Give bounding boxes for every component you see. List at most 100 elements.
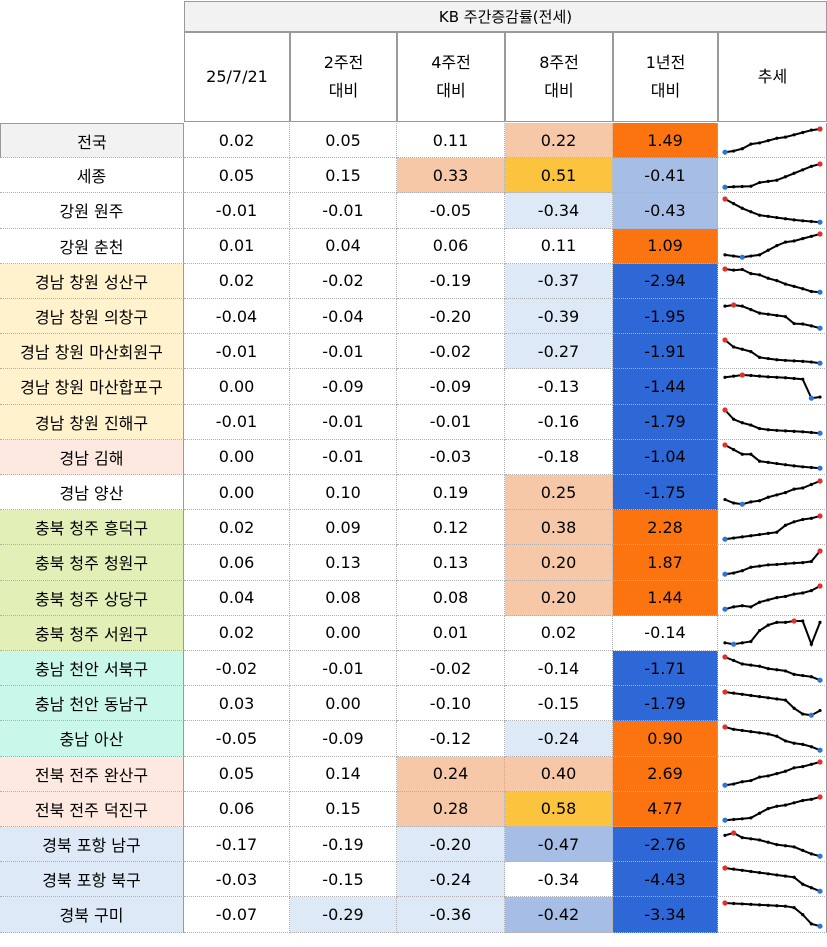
column-header: 25/7/21 <box>184 32 290 122</box>
trend-sparkline <box>721 407 823 436</box>
value-cell: 0.06 <box>184 791 290 827</box>
sparkline-point <box>783 135 787 139</box>
sparkline-point <box>800 742 804 746</box>
sparkline-point <box>748 272 753 276</box>
row-label: 전북 전주 덕진구 <box>0 791 184 827</box>
sparkline-point <box>791 218 796 222</box>
row-label: 강원 춘천 <box>0 228 184 264</box>
sparkline-min-point <box>816 289 823 296</box>
trend-sparkline-cell <box>718 439 827 475</box>
sparkline-point <box>740 728 744 732</box>
trend-sparkline <box>721 161 823 190</box>
sparkline-point <box>766 248 770 252</box>
sparkline-point <box>791 801 796 805</box>
value-cell: 0.51 <box>505 158 613 194</box>
sparkline-point <box>800 560 804 565</box>
sparkline-point <box>757 775 761 779</box>
trend-sparkline-cell <box>718 404 827 440</box>
value-cell: 0.05 <box>184 158 290 194</box>
row-label: 경남 창원 마산회원구 <box>0 334 184 370</box>
sparkline-point <box>809 323 813 327</box>
trend-sparkline <box>721 794 823 824</box>
sparkline-point <box>740 452 744 457</box>
sparkline-point <box>757 629 761 633</box>
trend-sparkline-cell <box>718 193 827 229</box>
sparkline-point <box>774 621 778 625</box>
sparkline-point <box>748 307 753 311</box>
sparkline-path <box>724 198 820 224</box>
sparkline-point <box>731 148 735 153</box>
value-cell: -0.39 <box>505 299 613 335</box>
row-label: 경남 김해 <box>0 439 184 475</box>
sparkline-point <box>783 739 787 743</box>
row-label: 경남 창원 마산합포구 <box>0 369 184 405</box>
sparkline-point <box>800 287 804 291</box>
sparkline-min-point <box>816 853 823 859</box>
sparkline-point <box>791 592 796 596</box>
sparkline-point <box>774 136 778 140</box>
sparkline-point <box>774 734 778 738</box>
value-cell: -0.05 <box>397 193 505 229</box>
trend-sparkline <box>721 125 823 155</box>
value-cell: 0.15 <box>290 158 397 194</box>
sparkline-point <box>791 766 796 770</box>
sparkline-point <box>791 741 796 745</box>
sparkline-max-point <box>721 337 728 343</box>
sparkline-point <box>800 848 804 852</box>
sparkline-max-point <box>816 231 823 237</box>
sparkline-point <box>809 798 813 802</box>
column-header: 추세 <box>718 32 827 122</box>
value-cell: -0.14 <box>505 651 613 687</box>
column-header-line2: 대비 <box>436 81 466 100</box>
row-label: 충남 천안 서북구 <box>0 651 184 687</box>
sparkline-max-point <box>721 442 728 448</box>
sparkline-point <box>740 780 744 784</box>
sparkline-point <box>748 533 753 538</box>
sparkline-point <box>783 621 787 625</box>
trend-sparkline <box>722 618 822 648</box>
row-label: 경남 창원 의창구 <box>0 299 184 335</box>
value-cell: -0.14 <box>613 615 718 651</box>
sparkline-point <box>809 674 813 678</box>
value-cell: 0.05 <box>290 123 397 159</box>
sparkline-max-point <box>816 794 823 800</box>
sparkline-path <box>724 479 820 505</box>
row-label: 충남 아산 <box>0 721 184 757</box>
sparkline-point <box>740 206 744 210</box>
sparkline-point <box>748 836 753 840</box>
value-cell: 0.02 <box>184 123 290 159</box>
sparkline-point <box>766 356 770 360</box>
sparkline-max-point <box>721 266 728 272</box>
column-header-line2: 대비 <box>650 81 681 100</box>
sparkline-min-point <box>721 571 728 577</box>
merged-header: KB 주간증감률(전세) <box>184 1 827 32</box>
value-cell: -1.71 <box>613 651 718 687</box>
trend-sparkline <box>721 653 823 683</box>
value-cell: -0.24 <box>397 862 505 898</box>
value-cell: -0.36 <box>397 897 505 933</box>
sparkline-min-point <box>721 184 728 190</box>
trend-sparkline-cell <box>718 158 827 194</box>
sparkline-point <box>809 164 813 168</box>
sparkline-point <box>791 429 796 434</box>
value-cell: -1.79 <box>613 686 718 722</box>
sparkline-point <box>766 495 770 499</box>
sparkline-point <box>731 500 735 505</box>
sparkline-point <box>740 569 744 573</box>
value-cell: -0.01 <box>184 193 290 229</box>
sparkline-point <box>783 562 787 566</box>
sparkline-point <box>766 179 770 183</box>
sparkline-max-point <box>816 513 823 519</box>
sparkline-path <box>724 233 820 259</box>
row-label: 충북 청주 서원구 <box>0 615 184 651</box>
sparkline-point <box>783 429 787 433</box>
sparkline-min-point <box>816 325 823 331</box>
sparkline-point <box>766 871 770 876</box>
sparkline-point <box>774 313 778 317</box>
value-cell: -0.12 <box>397 721 505 757</box>
sparkline-point <box>809 234 813 239</box>
value-cell: -0.01 <box>184 334 290 370</box>
sparkline-max-point <box>730 301 736 308</box>
value-cell: -0.09 <box>397 369 505 405</box>
